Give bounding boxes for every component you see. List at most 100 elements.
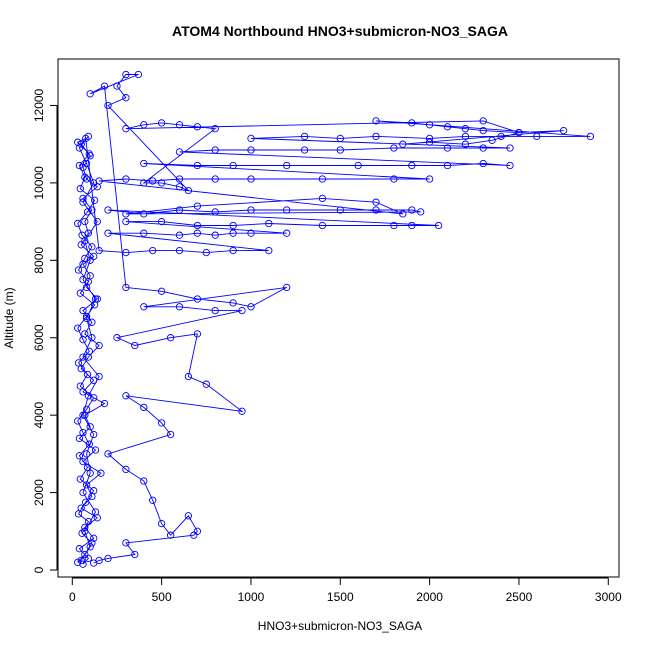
data-point bbox=[90, 430, 98, 439]
data-point bbox=[134, 70, 143, 79]
data-point bbox=[300, 132, 309, 141]
data-point bbox=[193, 229, 202, 237]
data-point bbox=[86, 90, 94, 98]
data-point bbox=[83, 208, 92, 216]
data-point bbox=[193, 123, 202, 131]
data-point bbox=[140, 403, 148, 412]
data-point bbox=[81, 550, 89, 559]
data-point bbox=[76, 185, 84, 193]
data-point bbox=[336, 134, 344, 143]
data-point bbox=[82, 312, 91, 321]
data-point bbox=[238, 407, 246, 415]
data-point bbox=[79, 488, 87, 497]
x-tick-label: 1000 bbox=[238, 590, 265, 604]
data-point bbox=[354, 161, 362, 170]
data-point bbox=[90, 534, 98, 542]
data-point bbox=[193, 295, 202, 303]
data-point bbox=[77, 365, 85, 373]
data-point bbox=[86, 423, 94, 431]
data-point bbox=[85, 150, 93, 158]
data-point bbox=[283, 206, 291, 214]
data-point bbox=[408, 206, 416, 214]
data-point bbox=[190, 531, 198, 539]
y-tick-label: 12000 bbox=[32, 88, 46, 122]
data-point bbox=[488, 136, 496, 144]
data-point bbox=[82, 314, 91, 323]
data-point bbox=[95, 177, 103, 185]
data-point bbox=[425, 121, 434, 129]
data-point bbox=[81, 217, 89, 226]
data-point bbox=[74, 359, 83, 367]
data-point bbox=[77, 556, 85, 565]
data-point bbox=[211, 306, 219, 315]
data-point bbox=[175, 246, 184, 255]
data-point bbox=[202, 380, 210, 388]
data-point bbox=[91, 446, 100, 454]
data-point bbox=[131, 341, 139, 350]
data-point bbox=[75, 161, 84, 170]
data-point bbox=[122, 125, 130, 133]
data-point bbox=[74, 324, 82, 332]
data-point bbox=[122, 94, 130, 102]
data-point bbox=[559, 126, 568, 135]
data-point bbox=[336, 146, 344, 154]
data-point bbox=[229, 299, 237, 307]
data-point bbox=[461, 132, 470, 141]
data-point bbox=[443, 144, 452, 152]
data-point bbox=[74, 266, 83, 274]
data-point bbox=[90, 196, 99, 204]
y-tick-label: 0 bbox=[32, 566, 46, 573]
data-point bbox=[140, 179, 148, 187]
data-point bbox=[175, 303, 184, 311]
data-point bbox=[95, 372, 103, 381]
data-point bbox=[479, 159, 487, 168]
data-point bbox=[193, 161, 202, 170]
data-point bbox=[497, 132, 505, 141]
data-point bbox=[88, 539, 96, 547]
x-tick-label: 1500 bbox=[327, 590, 354, 604]
data-point bbox=[82, 481, 91, 489]
y-tick-label: 6000 bbox=[32, 324, 46, 351]
data-point bbox=[84, 517, 93, 526]
data-point bbox=[90, 559, 98, 567]
data-point bbox=[318, 194, 327, 203]
data-point bbox=[79, 457, 87, 466]
data-point bbox=[193, 330, 202, 338]
data-point bbox=[81, 173, 89, 181]
data-point bbox=[318, 221, 327, 230]
data-point bbox=[113, 82, 121, 90]
data-point bbox=[79, 336, 87, 344]
y-tick-label: 8000 bbox=[32, 247, 46, 274]
data-point bbox=[122, 465, 130, 474]
data-point bbox=[76, 289, 84, 297]
data-point bbox=[122, 539, 130, 547]
data-point bbox=[247, 175, 255, 183]
data-point bbox=[157, 419, 166, 427]
data-point bbox=[166, 430, 175, 439]
x-tick-label: 3000 bbox=[595, 590, 622, 604]
data-point bbox=[211, 146, 219, 154]
data-point bbox=[104, 450, 112, 458]
series-points bbox=[74, 70, 595, 568]
data-point bbox=[157, 217, 166, 226]
data-point bbox=[79, 276, 87, 284]
data-point bbox=[211, 231, 219, 239]
data-point bbox=[247, 134, 255, 143]
data-point bbox=[184, 372, 193, 381]
data-point bbox=[88, 206, 96, 214]
data-point bbox=[184, 512, 193, 520]
data-point bbox=[122, 175, 130, 183]
data-point bbox=[193, 202, 202, 210]
data-point bbox=[85, 347, 93, 355]
data-point bbox=[75, 452, 84, 460]
data-point bbox=[113, 334, 121, 342]
data-point bbox=[104, 206, 112, 214]
data-point bbox=[84, 229, 93, 237]
data-point bbox=[88, 318, 96, 326]
data-point bbox=[247, 146, 255, 154]
data-point bbox=[211, 175, 219, 183]
data-point bbox=[390, 175, 398, 183]
data-point bbox=[229, 161, 237, 170]
data-point bbox=[425, 175, 434, 183]
data-point bbox=[91, 295, 100, 303]
